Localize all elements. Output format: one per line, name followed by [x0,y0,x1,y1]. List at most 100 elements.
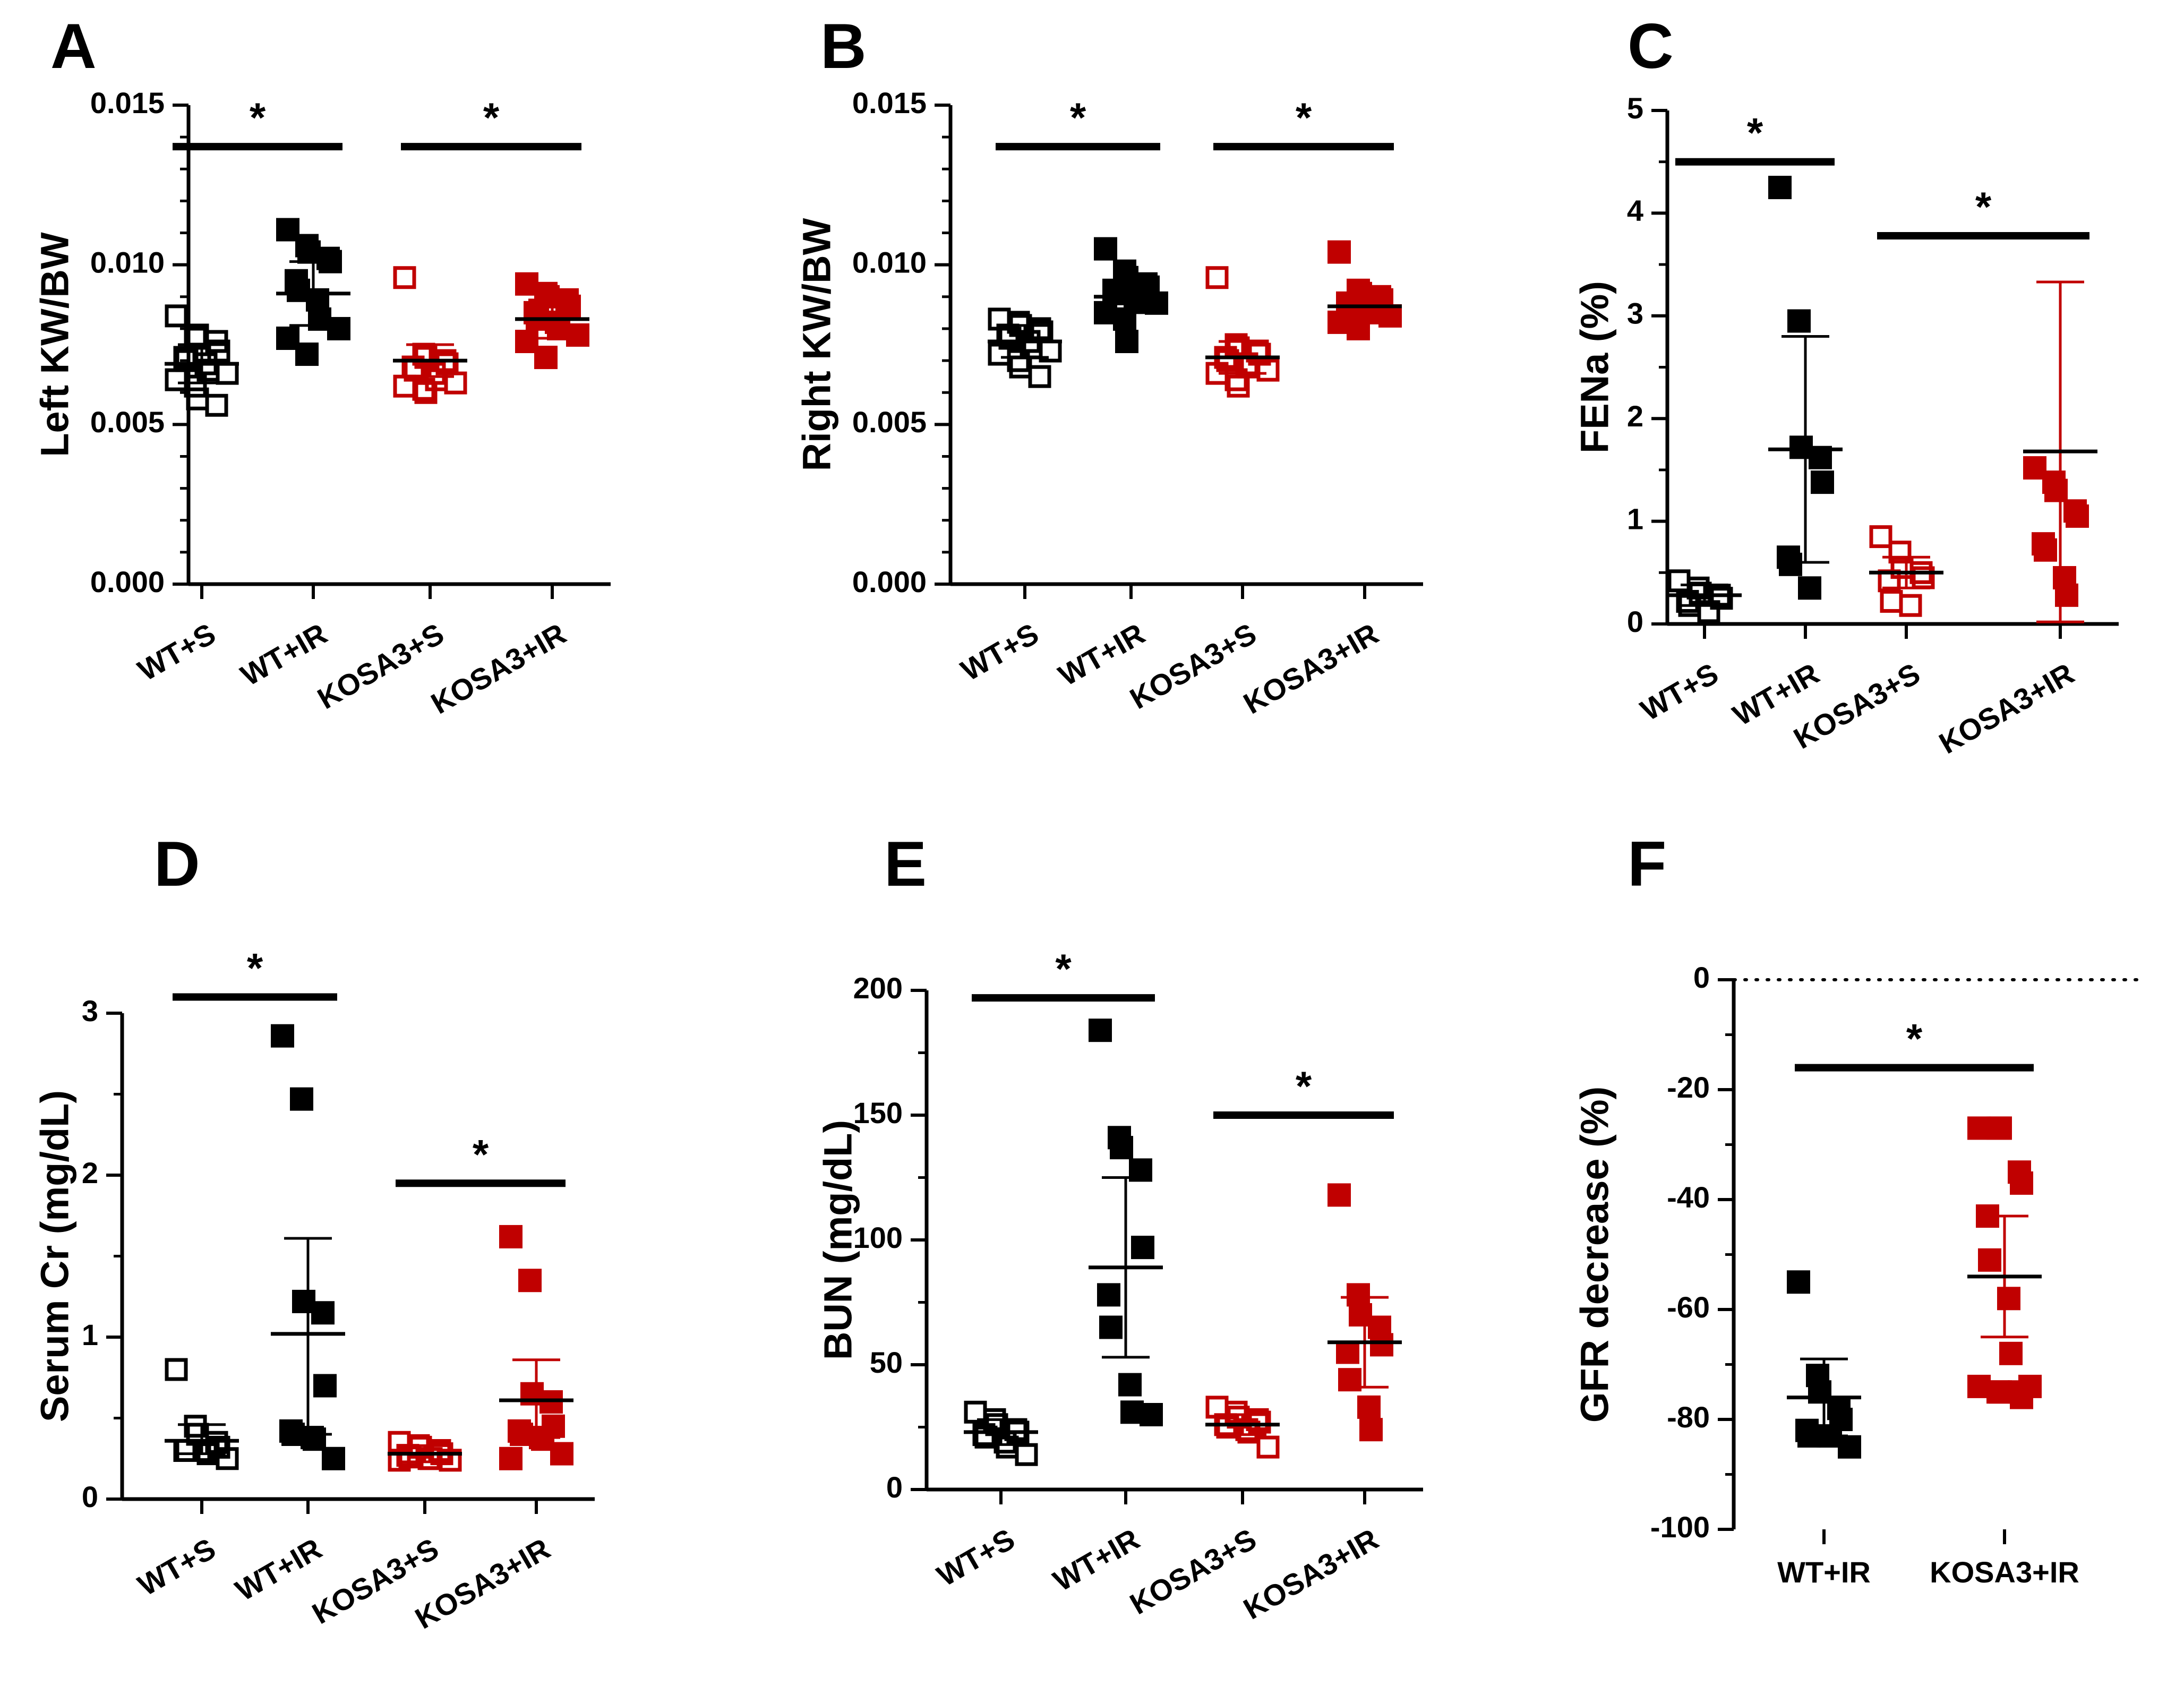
data-point [295,343,319,366]
data-point [1140,1403,1163,1426]
data-point [1370,1333,1393,1357]
data-point [1224,368,1248,391]
significance-star: * [250,94,266,141]
x-category-label: WT+S [1635,656,1724,727]
x-category-label: WT+IR [1048,1522,1145,1597]
data-point [393,266,416,289]
y-axis-title: GFR decrease (%) [1573,1086,1617,1423]
y-tick-label: 200 [853,971,903,1005]
data-point [1347,316,1370,340]
y-tick-label: -80 [1667,1400,1710,1434]
data-point [1336,1340,1359,1364]
panel-letter: F [1628,828,1666,900]
y-axis-title: Serum Cr (mg/dL) [33,1090,77,1422]
data-point [1997,1287,2020,1311]
x-category-label: KOSA3+IR [1238,617,1384,720]
data-point [1899,594,1922,617]
data-point [1347,1283,1370,1307]
y-tick-label: 0.005 [852,405,927,439]
data-point [1779,552,1802,576]
data-point [1999,1341,2023,1365]
data-point [1357,1395,1381,1419]
panel-e: E BUN (mg/dL) 0 50 100 150 200 WT+S WT+IRKOSA3+S… [816,828,1423,1626]
data-point [1028,365,1051,388]
data-point [1237,1420,1261,1444]
y-tick-label: 2 [1627,399,1643,433]
panel-f: F GFR decrease (%) -100 -80 -60 -40 -20 0 WT+IR K… [1573,828,2139,1589]
data-point [388,1449,411,1472]
data-point [290,1087,313,1111]
data-point [518,1269,542,1293]
significance-star: * [1747,109,1763,156]
y-axis-title: FENa (%) [1573,281,1617,453]
data-point [1007,349,1030,372]
x-category-label: WT+IR [230,1531,328,1607]
y-tick-label: 0 [1693,961,1710,994]
data-point [1798,576,1821,600]
y-tick-label: 150 [853,1096,903,1129]
data-point [313,1374,337,1398]
data-point [1115,329,1138,353]
x-category-label: WT+IR [235,617,333,692]
y-tick-label: 100 [853,1221,903,1254]
data-point [216,362,239,385]
data-point [173,346,196,369]
data-point [1094,237,1117,261]
y-tick-label: 3 [82,994,98,1028]
data-point [1256,1435,1280,1459]
y-axis-title: BUN (mg/dL) [816,1120,860,1360]
x-category-label: KOSA3+IR [1933,656,2079,760]
y-tick-label: 0.015 [852,86,927,119]
data-point [1869,525,1892,549]
data-point [1359,1418,1383,1442]
data-point [1787,1270,1810,1294]
y-tick-label: -40 [1667,1180,1710,1214]
data-point [414,381,438,404]
data-point [1089,1019,1112,1042]
y-tick-label: 3 [1627,297,1643,330]
panel-letter: A [50,11,97,82]
data-point [1787,309,1811,333]
data-point [534,346,558,370]
x-category-label: WT+S [132,1531,221,1602]
data-point [1811,470,1834,494]
data-point [1110,1136,1133,1160]
y-tick-label: 0 [82,1480,98,1513]
y-tick-label: 0.000 [852,565,927,598]
x-category-label: KOSA3+IR [1930,1555,2079,1589]
significance-star: * [1296,94,1312,141]
y-tick-label: -60 [1667,1290,1710,1324]
y-tick-label: 0.015 [90,86,165,119]
data-point [1327,240,1351,264]
x-category-label: KOSA3+S [1124,617,1262,715]
data-point [439,1449,462,1472]
panel-a: A Left KW/BW 0.000 0.005 0.010 0.015 WT+S WT+IR… [33,11,611,721]
data-point [205,393,228,417]
y-tick-label: 0 [886,1470,903,1504]
data-point [444,371,467,395]
x-category-label: WT+IR [1777,1555,1871,1589]
y-tick-label: 2 [82,1156,98,1189]
data-point [499,1225,523,1248]
y-axis-title: Left KW/BW [33,232,77,457]
data-point [1697,600,1720,623]
panel-letter: D [154,828,200,900]
data-point [1099,1315,1123,1339]
significance-star: * [483,94,500,141]
data-point [1838,1435,1861,1459]
data-point [1710,587,1733,610]
data-point [1978,1248,2001,1272]
data-point [2044,478,2068,502]
data-point [1989,1116,2012,1140]
data-point [1097,1283,1120,1307]
data-point [2010,1385,2033,1409]
data-point [2010,1171,2033,1195]
y-tick-label: 0.010 [852,245,927,279]
significance-star: * [1055,945,1072,992]
y-tick-label: 0.005 [90,405,165,439]
data-point [184,374,207,398]
